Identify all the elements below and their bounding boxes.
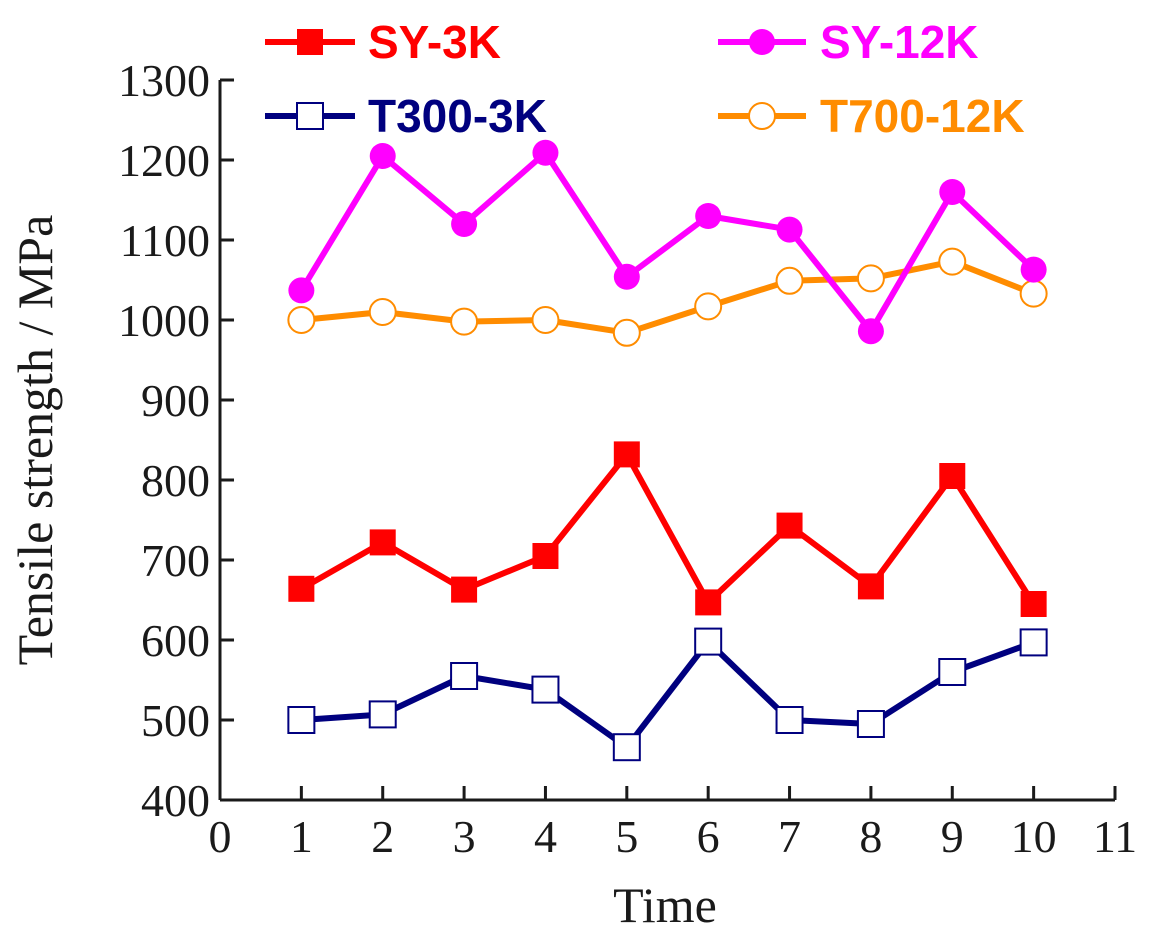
- x-tick-label: 6: [697, 811, 720, 862]
- legend-marker-t700-12k: [748, 102, 776, 130]
- series-line-sy-3k: [299, 451, 1037, 606]
- y-tick-label: 1300: [118, 55, 210, 106]
- y-tick-label: 1200: [118, 135, 210, 186]
- y-ticks: 400 500 600 700 800 900 1000 1100 1200 1300: [118, 55, 234, 826]
- y-tick-label: 400: [141, 775, 210, 826]
- data-point-sy-12k: [369, 143, 396, 169]
- x-tick-label: 7: [778, 811, 801, 862]
- axes: 0 1 2 3 4 5 6 7 8 9 10 11 400 500 600 700 800 900 1000 110…: [118, 55, 1137, 862]
- x-tick-label: 10: [1011, 811, 1057, 862]
- data-point-t700-12k: [1019, 279, 1048, 308]
- data-point-sy-12k: [451, 211, 478, 237]
- x-tick-label: 0: [209, 811, 232, 862]
- legend-marker-sy-3k: [297, 29, 323, 55]
- data-point-t700-12k: [531, 306, 560, 334]
- legend-marker-sy-12k: [749, 29, 775, 55]
- data-point-sy-12k: [1020, 256, 1047, 283]
- data-point-sy-3k: [695, 589, 722, 616]
- data-point-t700-12k: [450, 307, 479, 336]
- data-point-t300-3k: [775, 706, 804, 734]
- data-point-sy-12k: [288, 277, 315, 304]
- data-point-sy-12k: [613, 263, 640, 290]
- x-tick-label: 4: [534, 811, 557, 862]
- series-line-t300-3k: [301, 638, 1035, 751]
- plot-series: [287, 139, 1048, 762]
- data-point-sy-3k: [1020, 591, 1047, 617]
- data-point-t700-12k: [287, 306, 316, 334]
- data-point-t300-3k: [1019, 628, 1048, 657]
- legend-label-sy-12k: SY-12K: [820, 16, 979, 68]
- data-point-t700-12k: [694, 292, 723, 321]
- x-tick-label: 1: [290, 811, 313, 862]
- y-tick-label: 700: [141, 535, 210, 586]
- y-tick-label: 800: [141, 455, 210, 506]
- data-point-t700-12k: [368, 298, 397, 326]
- data-point-t300-3k: [856, 710, 885, 738]
- series-sy-3k: [288, 441, 1047, 617]
- x-tick-label: 8: [859, 811, 882, 862]
- data-point-sy-12k: [695, 203, 722, 229]
- data-point-sy-3k: [451, 576, 478, 603]
- series-line-sy-12k: [298, 149, 1036, 335]
- legend-item-t300-3k: T300-3K: [265, 90, 547, 142]
- data-point-t300-3k: [694, 627, 723, 656]
- x-tick-label: 11: [1093, 811, 1137, 862]
- x-tick-label: 3: [453, 811, 476, 862]
- data-point-sy-3k: [532, 543, 559, 569]
- data-point-t700-12k: [856, 264, 885, 293]
- data-point-sy-3k: [857, 573, 884, 600]
- x-tick-label: 2: [371, 811, 394, 862]
- legend-item-t700-12k: T700-12K: [718, 90, 1025, 142]
- legend-marker-t300-3k: [296, 102, 324, 130]
- data-point-sy-3k: [369, 529, 396, 556]
- data-point-t300-3k: [938, 658, 967, 686]
- data-point-sy-12k: [939, 179, 966, 205]
- data-point-sy-12k: [857, 318, 884, 345]
- y-tick-label: 900: [141, 375, 210, 426]
- series-t300-3k: [287, 627, 1048, 762]
- y-tick-label: 500: [141, 695, 210, 746]
- legend-label-t700-12k: T700-12K: [820, 90, 1025, 142]
- data-point-t300-3k: [531, 675, 560, 704]
- y-tick-label: 1100: [120, 215, 210, 266]
- series-sy-12k: [288, 139, 1047, 345]
- data-point-sy-12k: [532, 139, 559, 166]
- data-point-t300-3k: [368, 700, 397, 729]
- data-point-t700-12k: [612, 318, 641, 347]
- data-point-t300-3k: [287, 706, 316, 734]
- y-tick-label: 1000: [118, 295, 210, 346]
- series-t700-12k: [287, 247, 1048, 347]
- x-tick-label: 5: [615, 811, 638, 862]
- data-point-sy-3k: [776, 512, 803, 539]
- data-point-sy-3k: [613, 441, 640, 468]
- data-point-sy-12k: [776, 216, 803, 243]
- data-point-t700-12k: [775, 266, 804, 295]
- x-tick-label: 9: [941, 811, 964, 862]
- data-point-t300-3k: [450, 662, 479, 690]
- data-point-t700-12k: [938, 247, 967, 276]
- data-point-sy-3k: [939, 463, 966, 489]
- data-point-sy-3k: [288, 575, 315, 602]
- legend-label-sy-3k: SY-3K: [368, 16, 501, 68]
- legend-item-sy-3k: SY-3K: [265, 16, 501, 68]
- data-point-t300-3k: [612, 733, 641, 762]
- y-tick-label: 600: [141, 615, 210, 666]
- x-ticks: 0 1 2 3 4 5 6 7 8 9 10 11: [209, 786, 1137, 862]
- legend: SY-3K SY-12K T300-3K T700-12K: [265, 16, 1025, 142]
- series-line-t700-12k: [301, 258, 1035, 336]
- legend-item-sy-12k: SY-12K: [718, 16, 979, 68]
- legend-label-t300-3k: T300-3K: [368, 90, 547, 142]
- x-axis-title: Time: [613, 877, 717, 933]
- y-axis-title: Tensile strength / MPa: [7, 215, 63, 666]
